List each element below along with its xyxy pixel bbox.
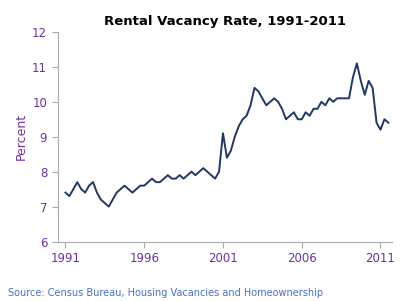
Text: Source: Census Bureau, Housing Vacancies and Homeownership: Source: Census Bureau, Housing Vacancies… [8,288,323,298]
Y-axis label: Percent: Percent [15,113,28,160]
Title: Rental Vacancy Rate, 1991-2011: Rental Vacancy Rate, 1991-2011 [104,15,346,28]
